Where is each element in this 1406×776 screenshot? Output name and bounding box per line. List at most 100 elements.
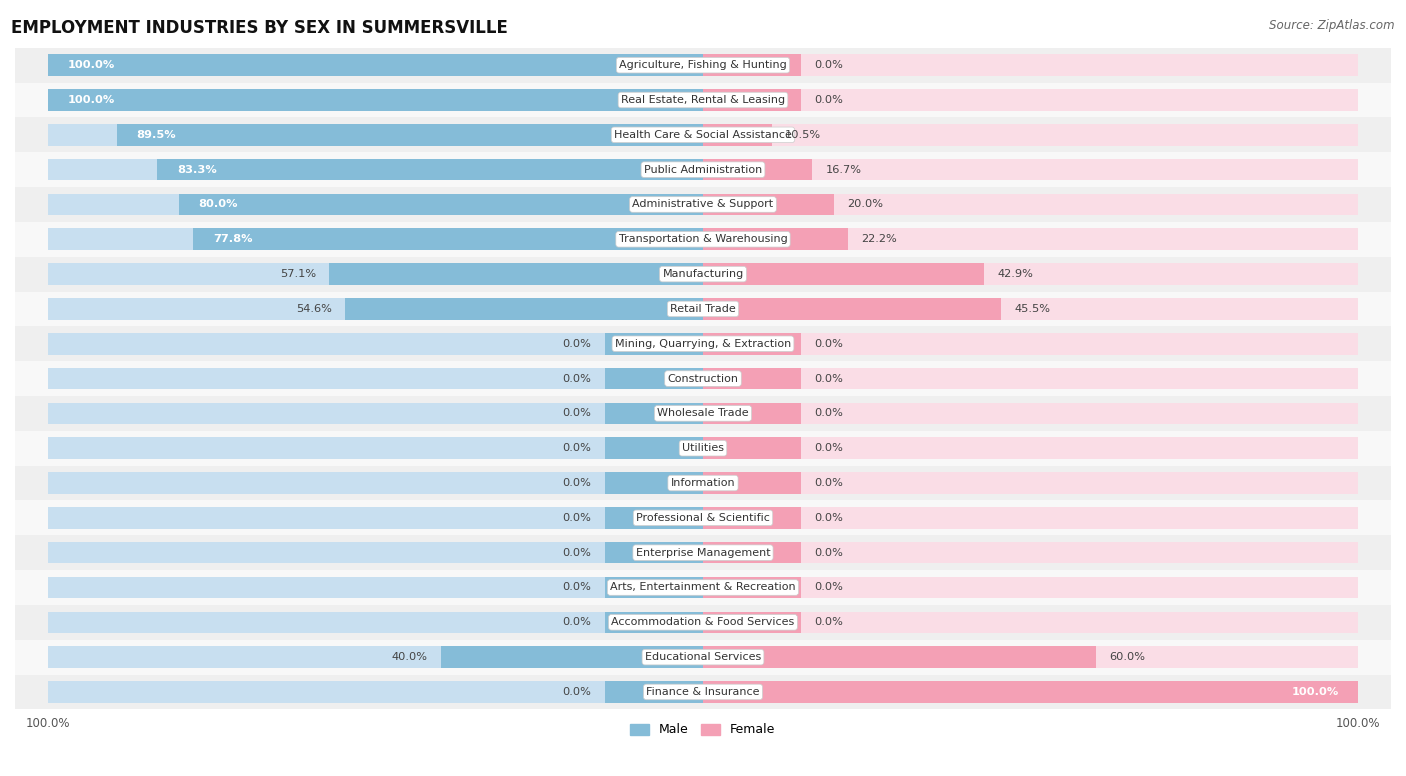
Bar: [703, 194, 1358, 215]
Bar: [15, 501, 1391, 535]
Text: 42.9%: 42.9%: [997, 269, 1033, 279]
Text: 57.1%: 57.1%: [280, 269, 316, 279]
Text: Health Care & Social Assistance: Health Care & Social Assistance: [614, 130, 792, 140]
Bar: [703, 54, 1358, 76]
Bar: [605, 473, 703, 494]
Bar: [48, 611, 703, 633]
Text: 22.2%: 22.2%: [862, 234, 897, 244]
Text: 54.6%: 54.6%: [297, 304, 332, 314]
Bar: [703, 228, 848, 250]
Text: 0.0%: 0.0%: [814, 513, 844, 523]
Text: 0.0%: 0.0%: [814, 373, 844, 383]
Bar: [15, 292, 1391, 327]
Bar: [703, 542, 1358, 563]
Bar: [15, 82, 1391, 117]
Bar: [703, 333, 1358, 355]
Bar: [15, 327, 1391, 361]
Bar: [48, 681, 703, 703]
Bar: [15, 674, 1391, 709]
Text: 100.0%: 100.0%: [67, 61, 115, 70]
Bar: [48, 54, 703, 76]
Text: 45.5%: 45.5%: [1014, 304, 1050, 314]
Bar: [15, 117, 1391, 152]
Bar: [703, 507, 801, 528]
Bar: [703, 159, 813, 181]
Bar: [703, 89, 1358, 111]
Bar: [703, 646, 1097, 668]
Bar: [48, 159, 703, 181]
Bar: [48, 124, 703, 146]
Bar: [15, 257, 1391, 292]
Bar: [703, 298, 1001, 320]
Bar: [703, 403, 1358, 424]
Bar: [15, 361, 1391, 396]
Bar: [605, 542, 703, 563]
Text: 0.0%: 0.0%: [814, 548, 844, 558]
Bar: [48, 438, 703, 459]
Bar: [703, 263, 1358, 285]
Bar: [703, 228, 1358, 250]
Text: Enterprise Management: Enterprise Management: [636, 548, 770, 558]
Text: Public Administration: Public Administration: [644, 165, 762, 175]
Bar: [703, 681, 1358, 703]
Text: EMPLOYMENT INDUSTRIES BY SEX IN SUMMERSVILLE: EMPLOYMENT INDUSTRIES BY SEX IN SUMMERSV…: [11, 19, 508, 37]
Text: Wholesale Trade: Wholesale Trade: [657, 408, 749, 418]
Bar: [605, 368, 703, 390]
Bar: [605, 403, 703, 424]
Bar: [703, 368, 1358, 390]
Bar: [605, 611, 703, 633]
Text: 40.0%: 40.0%: [392, 652, 427, 662]
Bar: [15, 431, 1391, 466]
Text: 0.0%: 0.0%: [814, 339, 844, 348]
Text: 77.8%: 77.8%: [212, 234, 253, 244]
Bar: [703, 611, 1358, 633]
Text: Transportation & Warehousing: Transportation & Warehousing: [619, 234, 787, 244]
Bar: [703, 368, 801, 390]
Text: Accommodation & Food Services: Accommodation & Food Services: [612, 618, 794, 627]
Bar: [48, 89, 703, 111]
Bar: [441, 646, 703, 668]
Bar: [703, 646, 1358, 668]
Bar: [703, 542, 801, 563]
Text: 0.0%: 0.0%: [814, 583, 844, 593]
Bar: [605, 333, 703, 355]
Bar: [15, 466, 1391, 501]
Text: 10.5%: 10.5%: [785, 130, 821, 140]
Bar: [605, 438, 703, 459]
Text: Information: Information: [671, 478, 735, 488]
Bar: [703, 263, 984, 285]
Bar: [703, 577, 801, 598]
Text: Mining, Quarrying, & Extraction: Mining, Quarrying, & Extraction: [614, 339, 792, 348]
Text: 0.0%: 0.0%: [814, 618, 844, 627]
Bar: [15, 152, 1391, 187]
Text: Professional & Scientific: Professional & Scientific: [636, 513, 770, 523]
Text: 0.0%: 0.0%: [562, 687, 592, 697]
Bar: [48, 507, 703, 528]
Text: Real Estate, Rental & Leasing: Real Estate, Rental & Leasing: [621, 95, 785, 105]
Text: 0.0%: 0.0%: [562, 373, 592, 383]
Bar: [15, 570, 1391, 605]
Bar: [703, 438, 1358, 459]
Text: Retail Trade: Retail Trade: [671, 304, 735, 314]
Bar: [157, 159, 703, 181]
Bar: [48, 263, 703, 285]
Bar: [703, 333, 801, 355]
Bar: [15, 639, 1391, 674]
Bar: [703, 124, 1358, 146]
Bar: [15, 396, 1391, 431]
Text: 89.5%: 89.5%: [136, 130, 176, 140]
Text: 0.0%: 0.0%: [562, 583, 592, 593]
Text: Finance & Insurance: Finance & Insurance: [647, 687, 759, 697]
Bar: [117, 124, 703, 146]
Bar: [703, 403, 801, 424]
Bar: [703, 611, 801, 633]
Bar: [15, 222, 1391, 257]
Text: Manufacturing: Manufacturing: [662, 269, 744, 279]
Bar: [48, 333, 703, 355]
Bar: [703, 89, 801, 111]
Text: 0.0%: 0.0%: [562, 513, 592, 523]
Bar: [48, 473, 703, 494]
Text: 100.0%: 100.0%: [1291, 687, 1339, 697]
Bar: [703, 507, 1358, 528]
Bar: [48, 577, 703, 598]
